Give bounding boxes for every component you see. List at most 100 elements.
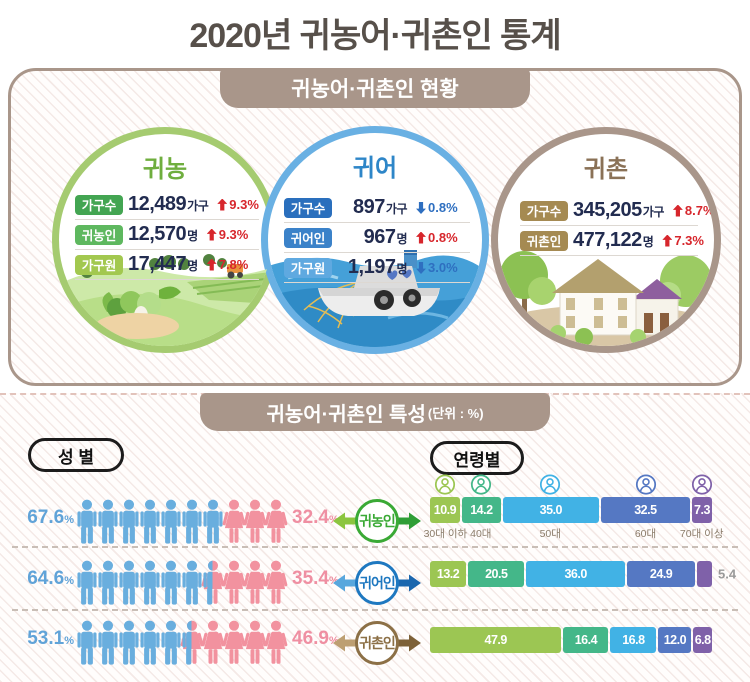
stat-unit: 가구 xyxy=(385,202,408,216)
stat-label-badge: 귀촌인 xyxy=(520,230,568,251)
female-person-icon xyxy=(264,499,287,543)
stat-row: 귀어인 967명 0.8% xyxy=(284,223,470,253)
age-segment: 14.2 xyxy=(461,497,501,523)
person-icon xyxy=(243,620,266,667)
person-icon xyxy=(201,560,224,607)
age-segment: 10.9 xyxy=(430,497,460,523)
house-illustration-icon xyxy=(498,251,714,346)
person-icon xyxy=(76,560,97,607)
male-person-icon xyxy=(202,499,223,544)
stat-value: 897가구 xyxy=(353,196,408,218)
stat-unit: 명 xyxy=(642,235,654,249)
person-icon xyxy=(264,620,287,667)
farming-stats: 가구수 12,489가구 9.3% 귀농인 12,570명 9.3% 가구원 17,447명 7… xyxy=(75,190,259,280)
male-person-icon xyxy=(76,499,97,544)
person-icon xyxy=(76,620,97,667)
person-icon xyxy=(264,499,287,546)
person-icon xyxy=(97,560,118,607)
age-segment: 32.5 xyxy=(600,497,690,523)
male-person-icon xyxy=(97,560,118,605)
stat-label-badge: 귀농인 xyxy=(75,224,123,245)
category-label-group: 귀어인 xyxy=(333,561,421,605)
stat-label-badge: 가구수 xyxy=(284,197,332,218)
stat-change: 7.8% xyxy=(203,257,259,272)
male-person-icon xyxy=(181,560,202,605)
row-divider xyxy=(12,546,738,548)
characteristics-header-text: 귀농어·귀촌인 특성 xyxy=(266,403,426,426)
female-person-icon xyxy=(243,499,266,543)
up-arrow-icon xyxy=(206,258,217,271)
person-icon xyxy=(76,499,97,546)
right-arrow-icon xyxy=(395,634,421,652)
stat-row: 귀촌인 477,122명 7.3% xyxy=(520,226,704,256)
person-icon xyxy=(201,620,224,667)
characteristics-header: 귀농어·귀촌인 특성 (단위 : %) xyxy=(200,393,550,431)
stat-change: 3.0% xyxy=(412,260,470,275)
right-arrow-icon xyxy=(395,512,421,530)
age-segment: 36.0 xyxy=(526,561,625,587)
gender-badge: 성 별 xyxy=(28,438,124,472)
person-icon xyxy=(118,499,139,546)
person-icon xyxy=(118,620,139,667)
person-icon xyxy=(160,560,181,607)
age-group-person-icon xyxy=(635,474,656,500)
age-group-label: 40대 xyxy=(470,528,492,540)
stat-label-badge: 가구원 xyxy=(75,254,123,275)
category-badge: 귀촌인 xyxy=(355,621,399,665)
male-person-icon xyxy=(160,560,181,605)
person-icon xyxy=(180,620,203,667)
age-segment: 16.8 xyxy=(610,627,657,653)
stat-row: 가구원 1,197명 3.0% xyxy=(284,253,470,283)
person-icon xyxy=(139,620,160,667)
male-percentage: 64.6% xyxy=(27,568,74,589)
male-person-icon xyxy=(139,620,160,665)
gender-pictograph xyxy=(76,560,287,607)
age-segment xyxy=(697,561,712,587)
male-person-icon xyxy=(139,499,160,544)
stat-unit: 명 xyxy=(187,259,198,273)
rural-circle-title: 귀촌 xyxy=(583,156,629,183)
stat-row: 가구원 17,447명 7.8% xyxy=(75,250,259,280)
age-group-labels: 30대 이하 40대 50대 60대 70대 이상 xyxy=(424,526,724,540)
stat-row: 가구수 12,489가구 9.3% xyxy=(75,190,259,220)
male-person-icon xyxy=(118,620,139,665)
person-icon xyxy=(181,499,202,546)
stat-change: 7.3% xyxy=(658,233,704,248)
category-label-group: 귀농인 xyxy=(333,499,421,543)
age-segment: 7.3 xyxy=(691,497,712,523)
stat-row: 가구수 897가구 0.8% xyxy=(284,193,470,223)
stat-value: 967명 xyxy=(363,226,408,248)
left-arrow-icon xyxy=(333,574,359,592)
age-distribution-bar: 13.2 20.5 36.0 24.9 5.4 xyxy=(430,561,736,587)
left-arrow-icon xyxy=(333,634,359,652)
male-person-icon xyxy=(97,499,118,544)
male-person-icon xyxy=(160,499,181,544)
person-icon xyxy=(202,499,223,546)
age-group-label: 60대 xyxy=(634,528,657,540)
fishing-circle-title: 귀어 xyxy=(352,155,398,182)
up-arrow-icon xyxy=(217,198,228,211)
stat-value: 345,205가구 xyxy=(573,199,664,221)
stat-change: 8.7% xyxy=(669,203,714,218)
up-arrow-icon xyxy=(206,228,217,241)
left-arrow-icon xyxy=(333,512,359,530)
female-percentage: 32.4% xyxy=(292,507,339,528)
person-icon xyxy=(160,499,181,546)
farm-illustration-icon xyxy=(59,254,271,346)
down-arrow-icon xyxy=(416,202,426,214)
status-panel-header: 귀농어·귀촌인 현황 xyxy=(220,68,530,108)
stat-label-badge: 귀어인 xyxy=(284,227,332,248)
category-badge: 귀어인 xyxy=(355,561,399,605)
person-icon xyxy=(243,560,266,607)
person-icon xyxy=(181,560,202,607)
sea-boat-illustration-icon xyxy=(268,250,482,347)
unit-note: (단위 : %) xyxy=(427,405,484,421)
up-arrow-icon xyxy=(672,204,683,217)
age-group-label: 50대 xyxy=(539,528,561,540)
up-arrow-icon xyxy=(662,234,673,247)
person-icon xyxy=(118,560,139,607)
person-icon xyxy=(264,560,287,607)
age-group-icons xyxy=(430,474,712,496)
female-percentage: 35.4% xyxy=(292,568,339,589)
